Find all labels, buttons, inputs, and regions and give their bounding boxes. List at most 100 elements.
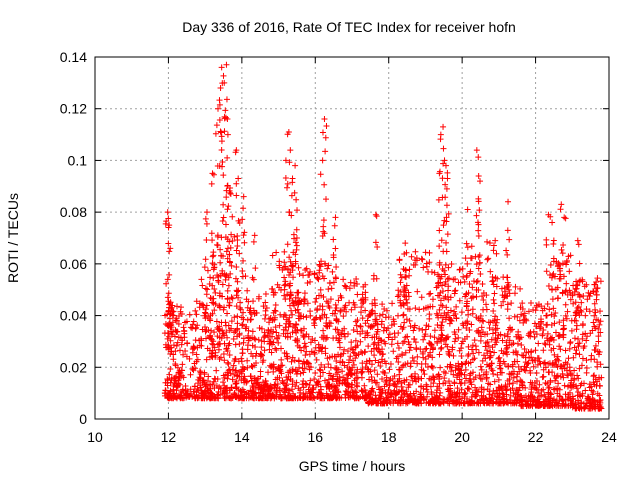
data-point [214, 105, 221, 112]
data-point [203, 335, 210, 342]
data-point [210, 338, 217, 345]
data-point [345, 371, 352, 378]
data-point [268, 393, 275, 400]
data-point [371, 339, 378, 346]
data-point [560, 242, 567, 249]
data-point [351, 304, 358, 311]
data-point [182, 319, 189, 326]
data-point [302, 394, 309, 401]
data-point [220, 350, 227, 357]
data-point [548, 311, 555, 318]
data-point [477, 363, 484, 370]
data-point [284, 395, 291, 402]
data-point [253, 350, 260, 357]
data-point [472, 392, 479, 399]
data-point [498, 369, 505, 376]
data-point [327, 320, 334, 327]
data-point [268, 285, 275, 292]
data-point [590, 288, 597, 295]
data-point [595, 333, 602, 340]
data-point [456, 347, 463, 354]
data-point [530, 306, 537, 313]
data-point [353, 370, 360, 377]
data-point [506, 380, 513, 387]
data-point [318, 361, 325, 368]
data-point [260, 303, 267, 310]
data-point [210, 249, 217, 256]
data-point [541, 305, 548, 312]
data-point [221, 128, 228, 135]
data-point [212, 349, 219, 356]
data-point [595, 338, 602, 345]
data-point [291, 189, 298, 196]
data-point [312, 370, 319, 377]
data-point [166, 371, 173, 378]
data-point [180, 351, 187, 358]
data-point [222, 273, 229, 280]
data-point [531, 320, 538, 327]
data-point [549, 296, 556, 303]
data-point [372, 239, 379, 246]
data-point [395, 345, 402, 352]
data-point [412, 305, 419, 312]
data-point [189, 365, 196, 372]
data-point [290, 249, 297, 256]
data-point [300, 325, 307, 332]
data-point [178, 304, 185, 311]
data-point [262, 291, 269, 298]
data-point [418, 294, 425, 301]
data-point [171, 374, 178, 381]
data-point [220, 214, 227, 221]
data-point [416, 306, 423, 313]
data-point [308, 348, 315, 355]
data-point [560, 326, 567, 333]
data-point [324, 265, 331, 272]
data-point [292, 260, 299, 267]
data-point [422, 249, 429, 256]
data-point [412, 339, 419, 346]
data-point [297, 327, 304, 334]
data-point [233, 192, 240, 199]
data-point [248, 350, 255, 357]
data-point [311, 350, 318, 357]
data-point [203, 220, 210, 227]
data-point [314, 393, 321, 400]
data-point [556, 333, 563, 340]
data-point [464, 244, 471, 251]
data-point [550, 270, 557, 277]
data-point [276, 322, 283, 329]
data-point [452, 331, 459, 338]
data-point [426, 340, 433, 347]
data-point [536, 381, 543, 388]
data-point [597, 361, 604, 368]
data-point [312, 344, 319, 351]
data-point [519, 305, 526, 312]
data-point [386, 381, 393, 388]
data-point [193, 358, 200, 365]
data-point [408, 253, 415, 260]
data-point [269, 341, 276, 348]
data-point [236, 341, 243, 348]
data-point [406, 272, 413, 279]
data-point [268, 362, 275, 369]
data-point [210, 266, 217, 273]
data-point [575, 303, 582, 310]
plot-frame [94, 56, 610, 420]
data-point [550, 345, 557, 352]
data-point [217, 85, 224, 92]
data-point [264, 382, 271, 389]
data-point [572, 403, 579, 410]
data-point [319, 369, 326, 376]
data-point [396, 257, 403, 264]
data-point [503, 247, 510, 254]
data-point [226, 238, 233, 245]
data-point [278, 356, 285, 363]
data-point [469, 306, 476, 313]
data-point [547, 261, 554, 268]
data-point [247, 305, 254, 312]
data-point [500, 358, 507, 365]
data-point [365, 368, 372, 375]
data-point [394, 293, 401, 300]
data-point [578, 362, 585, 369]
x-tick-label: 10 [87, 429, 103, 445]
